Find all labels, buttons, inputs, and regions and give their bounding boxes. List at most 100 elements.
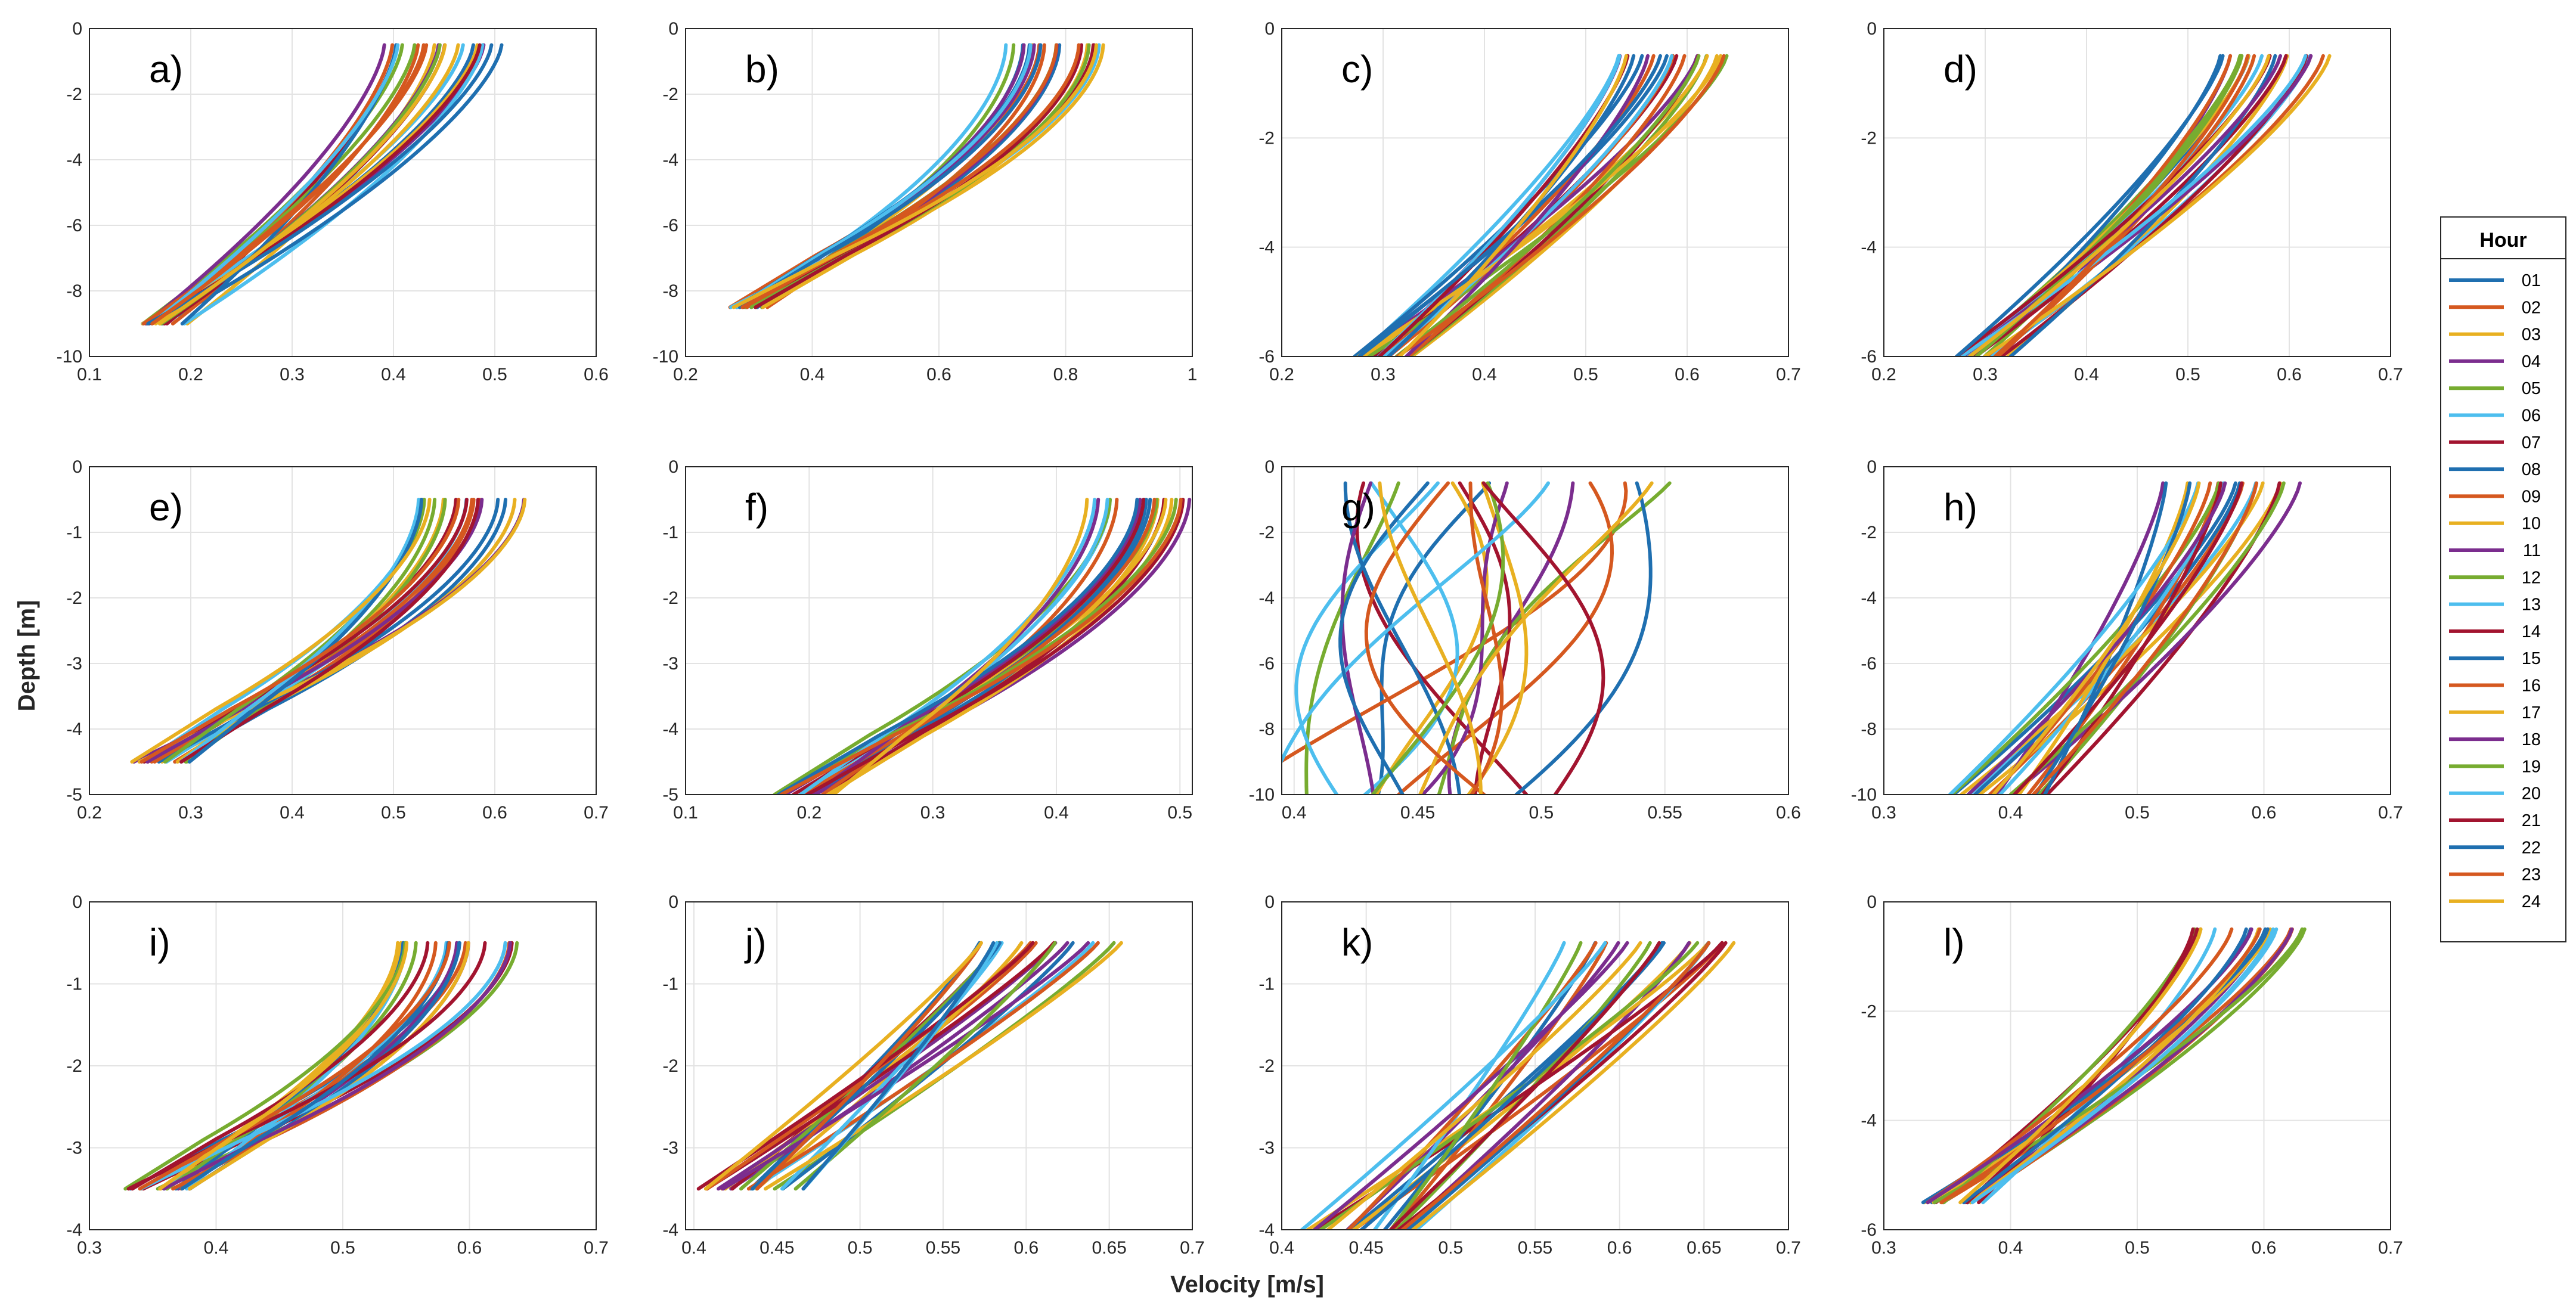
legend-entry-13: 13 [2522,595,2541,615]
y-tick-label: -4 [1258,588,1275,608]
panel-g: 0.4 0.45 0.5 0.55 0.6 0 -2 -4 -6 -8 -10 g) [1249,457,1801,823]
series-line-07 [1355,481,1529,795]
x-tick-label: 0.65 [1687,1238,1721,1258]
legend-entry-03: 03 [2522,325,2541,345]
y-tick-label: -10 [1851,785,1877,805]
x-tick-label: 0.1 [673,803,698,823]
legend-entry-02: 02 [2522,298,2541,317]
legend: Hour 01 02 03 04 05 06 07 08 09 10 11 12 13 14 15 16 17 1… [2440,216,2566,942]
series-line-03 [1375,481,1489,795]
y-tick-label: -4 [66,150,82,170]
legend-entry-09: 09 [2522,487,2541,506]
legend-entry-16: 16 [2522,677,2541,696]
x-tick-label: 0.6 [1675,365,1700,384]
series-line-24 [832,498,1089,795]
series-line-08 [1514,481,1653,795]
series-line-22 [187,498,424,764]
x-tick-label: 0.6 [1013,1238,1039,1258]
y-tick-label: -6 [1861,654,1877,674]
y-tick-label: 0 [668,457,678,477]
curves [1948,481,2302,795]
x-tick-label: 0.5 [330,1238,355,1258]
panel-label: k) [1341,921,1373,964]
x-tick-label: 0.4 [1472,365,1497,384]
y-tick-label: -2 [1861,523,1877,542]
x-tick-label: 0.45 [1349,1238,1383,1258]
y-tick-label: -4 [1258,1220,1275,1240]
y-tick-label: -3 [66,654,82,674]
y-tick-label: -6 [1861,1220,1877,1240]
series-line-17 [137,498,527,764]
y-axis-label: Depth [m] [14,600,40,712]
y-tick-label: -6 [1861,347,1877,367]
y-tick-label: 0 [1867,892,1877,912]
y-tick-label: -1 [1258,975,1275,994]
y-tick-label: -2 [1258,128,1275,148]
y-tick-label: -2 [1258,523,1275,542]
x-tick-label: 0.6 [2252,1238,2277,1258]
x-tick-label: 0.45 [1400,803,1435,823]
panel-f: 0.1 0.2 0.3 0.4 0.5 0 -1 -2 -3 -4 -5 f) [662,457,1193,823]
plot-area [1884,29,2391,356]
series-line-14 [131,941,430,1191]
legend-frame [2440,216,2566,942]
y-tick-label: -2 [662,588,678,608]
y-tick-label: 0 [72,19,82,39]
x-tick-label: 0.4 [1998,803,2023,823]
curves [1300,941,1736,1230]
x-tick-label: 0.65 [1092,1238,1126,1258]
y-tick-label: -10 [653,347,678,367]
plot-frame [89,28,597,357]
series-line-21 [179,498,480,764]
series-line-22 [738,43,1043,309]
y-tick-label: -4 [1861,1111,1877,1131]
series-line-24 [158,941,409,1191]
series-line-17 [764,941,1123,1191]
plot-frame [89,901,597,1230]
series-line-18 [1966,481,2227,795]
series-line-14 [1974,54,2288,356]
plot-frame [1883,901,2391,1230]
x-tick-label: 0.3 [1973,365,1998,384]
series-line-17 [1418,481,1654,795]
x-tick-label: 0.2 [1871,365,1896,384]
x-tick-label: 0.7 [1776,1238,1801,1258]
y-tick-label: 0 [668,19,678,39]
x-tick-label: 0.1 [77,365,102,384]
y-tick-label: 0 [1264,457,1275,477]
series-line-18 [721,941,1090,1191]
curves [728,43,1105,309]
series-line-06 [1355,54,1621,356]
x-tick-label: 0.7 [2378,365,2403,384]
plot-frame [89,466,597,795]
panels-group: 0.1 0.2 0.3 0.4 0.5 0.60-2-4-6-8-10a)0.2 0.4 0.… [57,19,2403,1258]
y-tick-label: 0 [668,892,678,912]
x-tick-label: 0.5 [2125,803,2150,823]
y-tick-label: -4 [662,150,678,170]
x-tick-label: 0.7 [1180,1238,1205,1258]
panel-label: b) [745,48,779,91]
legend-entry-23: 23 [2522,866,2541,885]
series-line-23 [150,43,426,325]
series-line-17 [1326,941,1642,1230]
x-tick-label: 0.3 [1371,365,1396,384]
legend-entry-24: 24 [2522,892,2541,911]
legend-entry-20: 20 [2522,784,2541,804]
y-tick-label: -2 [1861,1001,1877,1021]
y-tick-label: -1 [662,975,678,994]
legend-entry-14: 14 [2522,622,2541,641]
y-tick-label: -8 [1861,719,1877,739]
series-line-21 [1388,941,1661,1230]
legend-entry-15: 15 [2522,649,2541,668]
series-line-23 [779,498,1183,795]
y-tick-label: -4 [1258,238,1275,258]
y-tick-label: -4 [1861,238,1877,258]
x-tick-label: 0.7 [584,803,609,823]
x-tick-label: 0.2 [796,803,822,823]
x-tick-label: 0.5 [848,1238,873,1258]
series-line-19 [123,941,407,1191]
panel-label: c) [1341,48,1373,91]
x-tick-label: 0.7 [2378,803,2403,823]
plot-frame [1281,466,1789,795]
series-line-22 [1955,54,2225,356]
